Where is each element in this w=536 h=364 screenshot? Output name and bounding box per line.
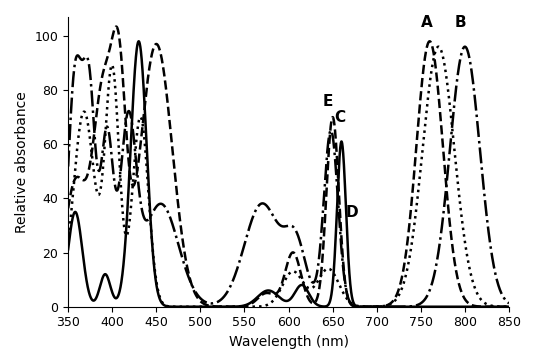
Text: D: D	[346, 205, 359, 220]
Text: B: B	[455, 15, 466, 31]
Text: E: E	[322, 94, 332, 109]
Y-axis label: Relative absorbance: Relative absorbance	[15, 91, 29, 233]
X-axis label: Wavelength (nm): Wavelength (nm)	[228, 335, 348, 349]
Text: A: A	[421, 15, 433, 31]
Text: C: C	[334, 110, 345, 125]
